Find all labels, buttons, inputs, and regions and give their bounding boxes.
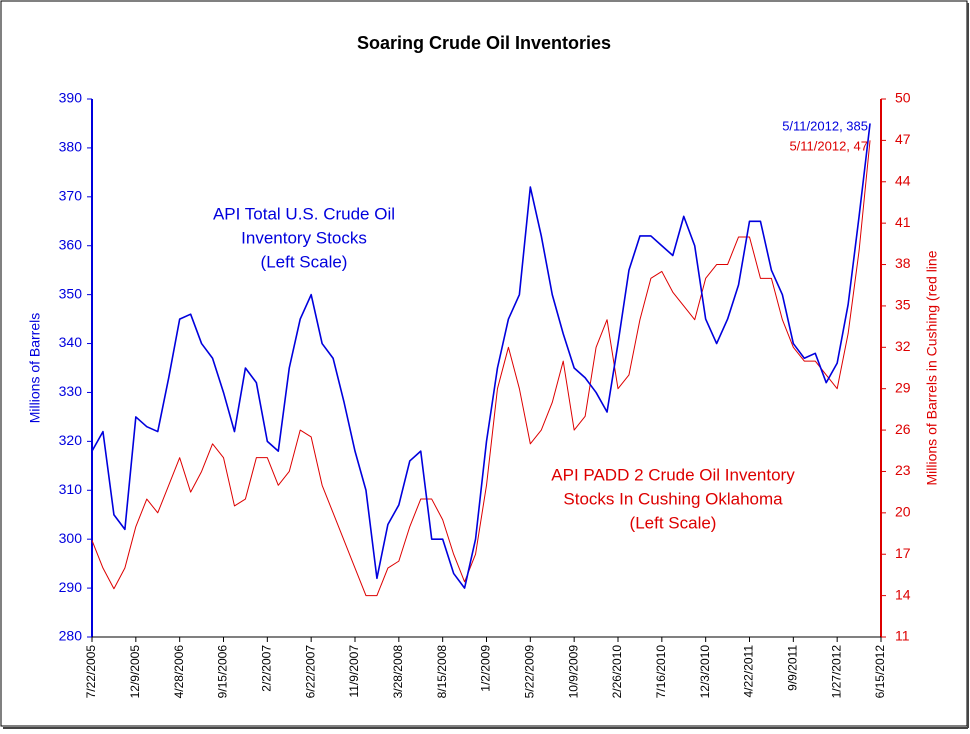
y2-tick-label: 47 bbox=[895, 131, 911, 147]
y-tick-label: 340 bbox=[59, 334, 83, 350]
annotation: 5/11/2012, 385 bbox=[782, 118, 868, 133]
y-tick-label: 380 bbox=[59, 139, 83, 155]
x-tick-label: 12/9/2005 bbox=[128, 645, 142, 699]
x-tick-label: 8/15/2008 bbox=[435, 645, 449, 699]
x-tick-label: 11/9/2007 bbox=[347, 645, 361, 698]
x-tick-label: 9/15/2006 bbox=[216, 645, 230, 699]
x-tick-label: 6/22/2007 bbox=[303, 645, 317, 699]
y2-tick-label: 11 bbox=[895, 628, 910, 644]
x-tick-label: 7/22/2005 bbox=[84, 645, 98, 699]
y-axis-label: Millions of Barrels bbox=[27, 313, 43, 423]
y2-tick-label: 50 bbox=[895, 90, 911, 106]
x-tick-label: 2/26/2010 bbox=[610, 645, 624, 699]
x-tick-label: 10/9/2009 bbox=[566, 645, 580, 699]
y-tick-label: 280 bbox=[59, 628, 83, 644]
y2-tick-label: 38 bbox=[895, 255, 911, 271]
series-line bbox=[91, 140, 871, 597]
y2-axis-label: Millions of Barrels in Cushing (red line bbox=[924, 250, 940, 485]
y-tick-label: 390 bbox=[59, 90, 83, 106]
y2-tick-label: 26 bbox=[895, 421, 911, 437]
annotation: API Total U.S. Crude Oil bbox=[213, 204, 395, 223]
y2-tick-label: 20 bbox=[895, 504, 911, 520]
annotation: API PADD 2 Crude Oil Inventory bbox=[551, 465, 795, 484]
x-tick-label: 3/28/2008 bbox=[391, 645, 405, 699]
y-tick-label: 310 bbox=[59, 481, 83, 497]
annotation: (Left Scale) bbox=[261, 252, 348, 271]
y-tick-label: 370 bbox=[59, 188, 83, 204]
y-tick-label: 360 bbox=[59, 236, 83, 252]
x-tick-label: 1/27/2012 bbox=[829, 645, 843, 699]
y2-tick-label: 35 bbox=[895, 297, 911, 313]
y2-tick-label: 44 bbox=[895, 172, 911, 188]
x-tick-label: 12/3/2010 bbox=[698, 645, 712, 699]
x-tick-label: 7/16/2010 bbox=[654, 645, 668, 699]
annotation: Inventory Stocks bbox=[241, 228, 367, 247]
y-tick-label: 320 bbox=[59, 432, 83, 448]
y2-tick-label: 17 bbox=[895, 545, 911, 561]
annotation: Stocks In Cushing Oklahoma bbox=[563, 489, 783, 508]
x-tick-label: 1/2/2009 bbox=[479, 645, 493, 692]
chart-title: Soaring Crude Oil Inventories bbox=[357, 33, 611, 53]
x-tick-label: 6/15/2012 bbox=[873, 645, 887, 699]
x-tick-label: 5/22/2009 bbox=[523, 645, 537, 699]
y2-tick-label: 32 bbox=[895, 338, 911, 354]
x-tick-label: 4/28/2006 bbox=[172, 645, 186, 699]
x-tick-label: 9/9/2011 bbox=[786, 645, 800, 691]
y-tick-label: 330 bbox=[59, 383, 83, 399]
x-tick-label: 4/22/2011 bbox=[742, 645, 756, 698]
annotation: 5/11/2012, 47 bbox=[789, 138, 868, 153]
y2-tick-label: 41 bbox=[895, 214, 911, 230]
y-tick-label: 300 bbox=[59, 530, 83, 546]
y2-tick-label: 23 bbox=[895, 462, 911, 478]
y2-tick-label: 14 bbox=[895, 586, 911, 602]
y-tick-label: 290 bbox=[59, 579, 83, 595]
x-tick-label: 2/2/2007 bbox=[260, 645, 274, 692]
y-tick-label: 350 bbox=[59, 285, 83, 301]
y2-tick-label: 29 bbox=[895, 379, 911, 395]
series-line bbox=[91, 123, 871, 589]
annotation: (Left Scale) bbox=[630, 513, 717, 532]
